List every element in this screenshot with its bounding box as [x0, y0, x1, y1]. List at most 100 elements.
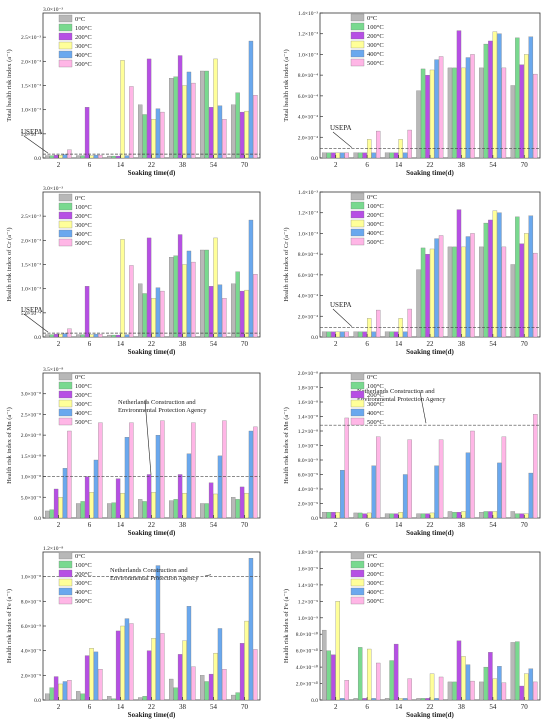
x-tick-label: 22 [427, 521, 435, 529]
legend-swatch [58, 578, 73, 587]
bar [465, 236, 471, 338]
x-tick-label: 54 [210, 703, 218, 711]
bar [389, 660, 394, 701]
x-tick-label: 38 [458, 340, 466, 348]
bar [173, 255, 178, 338]
bar [155, 108, 161, 159]
bar [452, 67, 457, 159]
bar [146, 650, 152, 701]
bar [111, 155, 116, 159]
x-tick-label: 70 [241, 340, 249, 348]
bar [456, 30, 462, 159]
bar [186, 250, 192, 338]
bar [80, 501, 85, 519]
legend-swatch [350, 210, 365, 219]
y-tick-label: 8.0×10⁻⁹ [21, 599, 41, 605]
bar [371, 331, 376, 338]
bar [129, 86, 134, 159]
y-tick-label: 1.4×10⁻⁸ [298, 415, 318, 421]
bar [456, 512, 462, 519]
bar [528, 668, 534, 701]
x-tick-label: 6 [365, 340, 369, 348]
bar [497, 212, 502, 338]
bar [84, 655, 90, 701]
bar [235, 271, 240, 338]
bar [488, 652, 493, 701]
legend-swatch [350, 31, 365, 40]
x-tick-label: 6 [365, 703, 369, 711]
legend-label: 0°C [75, 195, 85, 202]
legend-label: 100°C [367, 562, 384, 569]
reference-arrow [332, 131, 353, 148]
bar [515, 216, 520, 338]
bar [248, 558, 254, 701]
x-axis-label: Soaking time(d) [128, 711, 176, 719]
y-tick-label: 2.0×10⁻⁹ [21, 673, 41, 679]
bar [191, 82, 196, 159]
bar [407, 308, 412, 338]
y-tick-label: 6.0×10⁻⁴ [298, 94, 318, 100]
bar [235, 692, 240, 701]
bar [169, 257, 174, 338]
bar [200, 70, 205, 159]
legend-swatch [58, 551, 73, 560]
bar [222, 119, 227, 159]
y-tick-label: 6.0×10⁻⁹ [21, 624, 41, 630]
bar [492, 31, 498, 159]
y-tick-label: 2.5×10⁻⁸ [21, 412, 41, 418]
bar [519, 64, 525, 159]
y-tick-label: 1.4×10⁻³ [298, 190, 318, 196]
y-axis-label: Health risk index of Mn (a⁻¹) [283, 407, 290, 484]
y-tick-label: 2.0×10⁻³ [21, 238, 41, 244]
bar [501, 67, 507, 159]
legend-swatch [350, 219, 365, 228]
bar [146, 237, 152, 338]
y-tick-label: 0.0 [311, 156, 318, 162]
bar [344, 680, 349, 701]
y-axis-label: Health risk index of Mn (a⁻¹) [6, 407, 13, 484]
y-tick-label: 1.0×10⁻⁸ [298, 444, 318, 450]
bar [402, 331, 408, 338]
bar [434, 59, 439, 159]
legend-label: 300°C [75, 43, 92, 50]
legend-swatch [58, 220, 73, 229]
legend-label: 400°C [367, 230, 384, 237]
y-tick-label: 1.6×10⁻⁸ [298, 400, 318, 406]
bar [142, 696, 147, 701]
bar [407, 129, 412, 159]
bar [434, 465, 439, 519]
legend-swatch [350, 551, 365, 560]
bar [461, 246, 466, 338]
y-tick-label: 8.0×10⁻⁴ [298, 252, 318, 258]
bar [398, 512, 403, 519]
bar [231, 497, 236, 519]
legend-swatch [350, 13, 365, 22]
bar [434, 698, 439, 701]
bar [420, 513, 426, 519]
bar [235, 92, 240, 159]
reference-label: USEPA [21, 128, 43, 136]
y-tick-label: 5.0×10⁻⁴ [21, 311, 41, 317]
legend-swatch [350, 399, 365, 408]
x-tick-label: 6 [365, 521, 369, 529]
legend-swatch [58, 193, 73, 202]
bar [115, 478, 121, 519]
x-tick-label: 2 [57, 521, 61, 529]
legend-label: 200°C [367, 392, 384, 399]
y-tick-label: 5.0×10⁻⁴ [21, 132, 41, 138]
bar [425, 513, 430, 519]
bar [479, 681, 484, 701]
bar [204, 681, 209, 701]
bar [177, 55, 183, 159]
x-tick-label: 14 [395, 340, 403, 348]
bar [429, 69, 435, 159]
bar [62, 681, 68, 701]
bar [452, 681, 457, 701]
bar [479, 67, 484, 159]
x-tick-label: 38 [458, 521, 466, 529]
x-tick-label: 54 [210, 161, 218, 169]
y-tick-label: 1.8×10⁻⁸ [298, 386, 318, 392]
bar [447, 246, 453, 338]
reference-label: Environmental Protection Agency [110, 575, 199, 582]
legend: 0°C 100°C 200°C 300°C 400°C 500°C [350, 192, 384, 246]
